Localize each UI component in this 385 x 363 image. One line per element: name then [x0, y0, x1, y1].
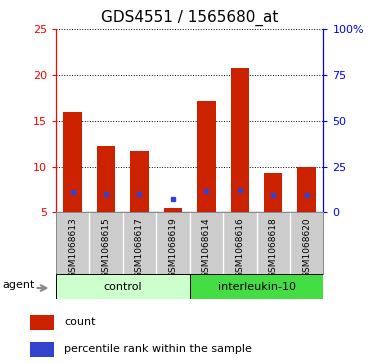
Text: GSM1068614: GSM1068614: [202, 217, 211, 278]
Bar: [64, 111, 82, 212]
Bar: [197, 101, 216, 212]
Text: agent: agent: [3, 281, 35, 290]
Bar: [164, 208, 182, 212]
Bar: [231, 68, 249, 212]
Text: GSM1068618: GSM1068618: [269, 217, 278, 278]
Bar: [30, 315, 54, 330]
Bar: [56, 274, 189, 299]
Bar: [97, 146, 115, 212]
Bar: [189, 274, 323, 299]
Bar: [298, 167, 316, 212]
Title: GDS4551 / 1565680_at: GDS4551 / 1565680_at: [101, 10, 278, 26]
Bar: [264, 173, 283, 212]
Text: GSM1068613: GSM1068613: [68, 217, 77, 278]
Bar: [30, 342, 54, 357]
Text: control: control: [104, 282, 142, 292]
Text: GSM1068619: GSM1068619: [168, 217, 177, 278]
Text: GSM1068616: GSM1068616: [235, 217, 244, 278]
Text: GSM1068617: GSM1068617: [135, 217, 144, 278]
Text: percentile rank within the sample: percentile rank within the sample: [64, 344, 252, 355]
Text: interleukin-10: interleukin-10: [218, 282, 296, 292]
Text: GSM1068620: GSM1068620: [302, 217, 311, 278]
Text: GSM1068615: GSM1068615: [102, 217, 110, 278]
Text: count: count: [64, 318, 96, 327]
Bar: [130, 151, 149, 212]
